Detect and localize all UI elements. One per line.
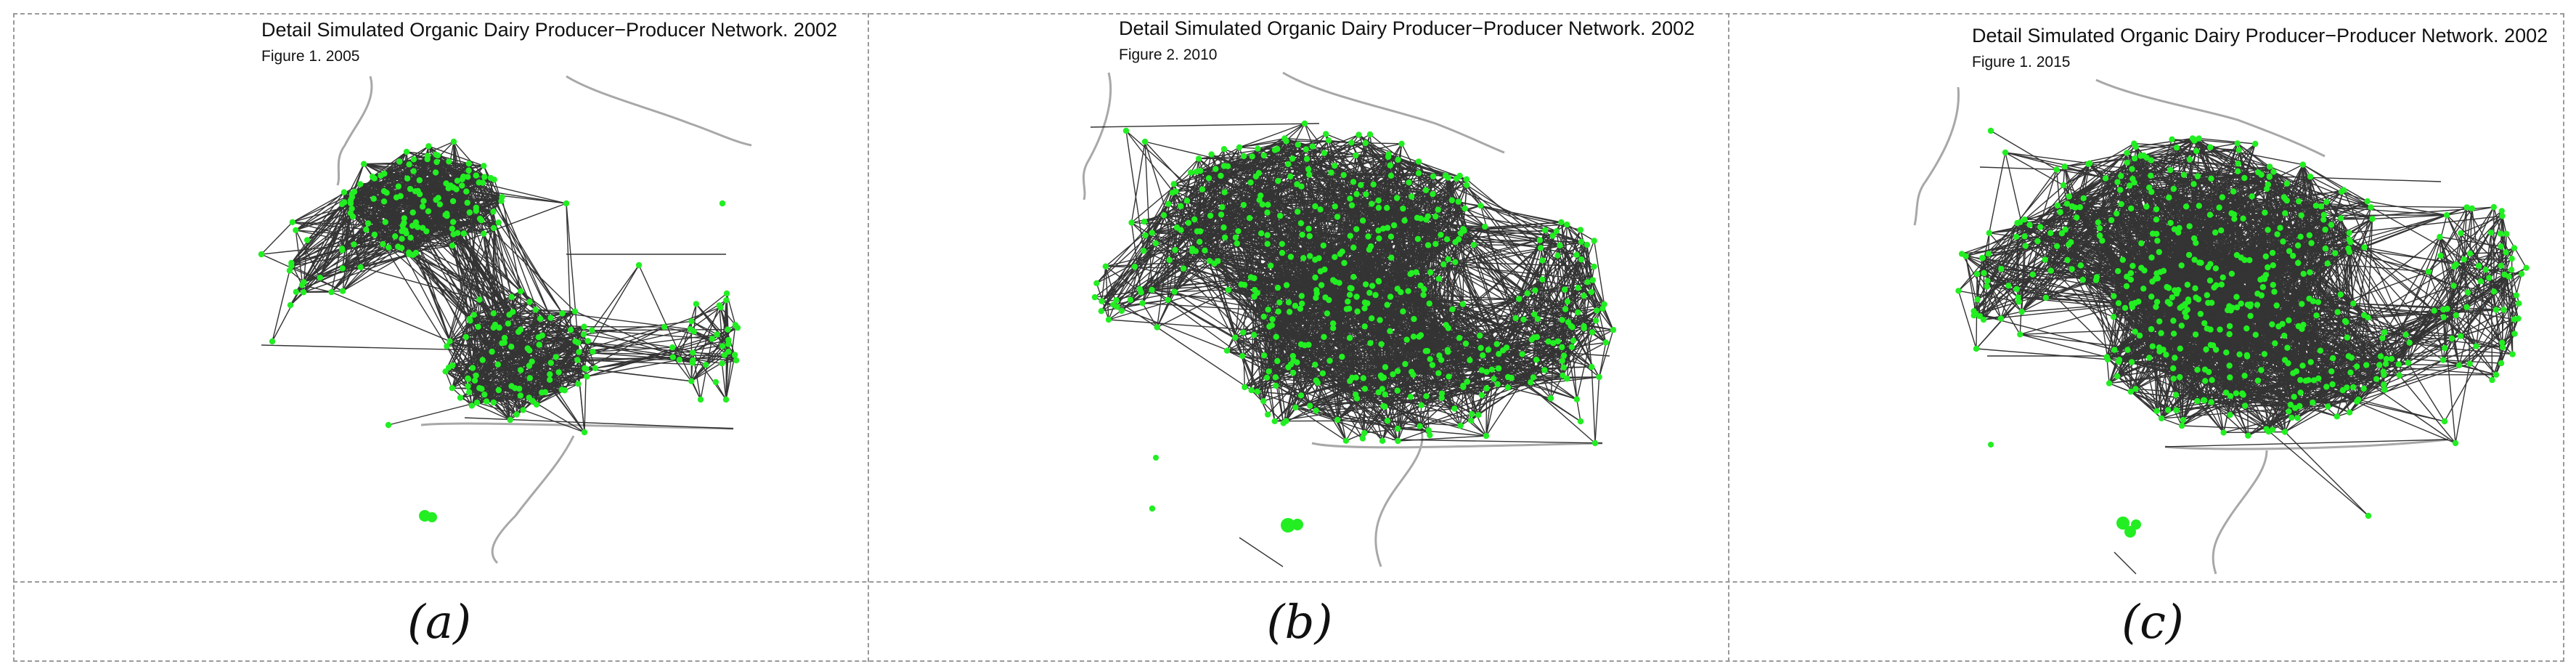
panel-a-title: Detail Simulated Organic Dairy Producer−… (261, 19, 838, 41)
network-map-a (258, 75, 752, 564)
boundary-lines (1913, 78, 2449, 575)
network-edges (1090, 123, 1614, 567)
network-map-b (1082, 71, 1617, 567)
caption-a: (a) (407, 596, 472, 649)
boundary-lines (1082, 71, 1603, 567)
network-nodes (1091, 120, 1617, 533)
figure-frame (13, 13, 2564, 662)
panel-a-subtitle: Figure 1. 2005 (261, 48, 360, 65)
panel-c: Detail Simulated Organic Dairy Producer−… (1729, 15, 2563, 580)
panel-b-subtitle: Figure 2. 2010 (1119, 46, 1218, 63)
panel-b: Detail Simulated Organic Dairy Producer−… (869, 15, 1727, 580)
network-map-c (1913, 78, 2530, 575)
caption-b: (b) (1266, 596, 1333, 649)
boundary-lines (336, 75, 752, 564)
panel-divider-1 (868, 13, 869, 662)
panel-a: Detail Simulated Organic Dairy Producer−… (15, 15, 866, 580)
panel-divider-2 (1728, 13, 1729, 662)
panel-b-title: Detail Simulated Organic Dairy Producer−… (1119, 17, 1695, 39)
network-nodes (1955, 127, 2530, 538)
network-edges (1957, 130, 2527, 575)
caption-c: (c) (2121, 596, 2184, 649)
panel-c-subtitle: Figure 1. 2015 (1972, 54, 2071, 70)
caption-divider (13, 581, 2564, 583)
panel-c-title: Detail Simulated Organic Dairy Producer−… (1972, 25, 2548, 46)
network-nodes (258, 138, 741, 522)
